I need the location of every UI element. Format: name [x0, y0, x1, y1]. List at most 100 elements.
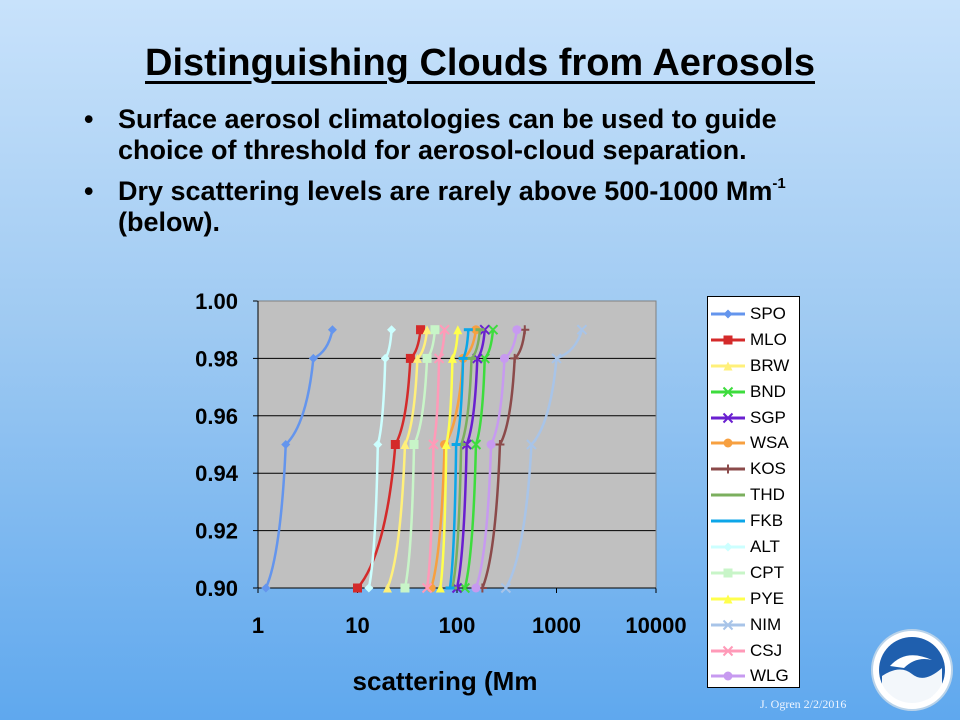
x-tick-label: 10: [345, 613, 369, 638]
slide-title: Distinguishing Clouds from Aerosols: [145, 42, 815, 84]
series-line: [451, 329, 482, 589]
bullet-marker: •: [84, 104, 94, 134]
legend-marker: [722, 619, 734, 630]
legend-swatch: [711, 464, 745, 474]
series-spo: [261, 325, 337, 593]
legend-label: BND: [750, 381, 786, 401]
data-point: [499, 353, 509, 363]
series-sgp: [451, 324, 490, 594]
x-axis-label: scattering (Mm: [353, 666, 538, 696]
data-point: [500, 582, 512, 594]
data-point: [526, 439, 537, 450]
legend-item-brw: BRW: [708, 353, 799, 379]
series-line: [481, 329, 527, 589]
legend-marker: [723, 568, 733, 578]
series-line: [356, 329, 422, 589]
legend-marker: [723, 361, 733, 371]
series-nim: [500, 324, 588, 594]
data-point: [422, 325, 432, 335]
bullet-item-1: • Surface aerosol climatologies can be u…: [80, 104, 860, 166]
series-line: [264, 329, 334, 589]
legend-marker: [723, 438, 733, 448]
data-point: [412, 353, 422, 363]
legend-item-alt: ALT: [708, 534, 799, 560]
legend-label: WSA: [750, 433, 789, 453]
series-csj: [421, 324, 450, 594]
series-line: [474, 329, 519, 589]
legend-swatch: [711, 619, 745, 630]
series-cpt: [400, 325, 440, 593]
data-point: [510, 353, 520, 363]
legend-item-nim: NIM: [708, 612, 799, 638]
data-point: [400, 583, 410, 593]
legend-label: CSJ: [750, 640, 783, 660]
legend-item-csj: CSJ: [708, 638, 799, 664]
data-point: [380, 353, 390, 363]
bullet-superscript: -1: [772, 175, 786, 192]
bullet-text-tail: (below).: [118, 207, 220, 237]
series-line: [439, 329, 460, 589]
data-point: [447, 353, 457, 363]
series-line: [386, 329, 429, 589]
legend-swatch: [711, 309, 745, 319]
x-tick-label: 10000: [625, 613, 686, 638]
legend-label: ALT: [750, 536, 780, 556]
x-tick-label: 1: [252, 613, 264, 638]
series-line: [429, 329, 478, 589]
data-point: [430, 325, 440, 335]
bullet-item-2: • Dry scattering levels are rarely above…: [80, 176, 860, 238]
data-point: [486, 440, 496, 449]
bullet-list: • Surface aerosol climatologies can be u…: [80, 104, 860, 248]
data-point: [453, 325, 463, 335]
y-tick-label: 0.90: [195, 576, 238, 601]
legend-item-pye: PYE: [708, 586, 799, 612]
legend-swatch: [711, 335, 745, 345]
data-point: [353, 583, 362, 593]
series-bnd: [459, 324, 499, 594]
data-point: [400, 440, 410, 449]
data-point: [551, 353, 562, 364]
series-kos: [477, 325, 530, 593]
legend-swatch: [711, 594, 745, 604]
legend-marker: [722, 645, 734, 656]
legend-label: NIM: [750, 614, 782, 634]
data-point: [364, 583, 374, 593]
legend-marker: [722, 386, 734, 397]
legend-swatch: [711, 361, 745, 371]
legend-swatch: [711, 568, 745, 578]
legend-item-wlg: WLG: [708, 663, 799, 689]
data-point: [520, 325, 530, 335]
data-point: [479, 324, 490, 335]
legend-label: KOS: [750, 459, 786, 479]
legend-label: WLG: [750, 666, 789, 686]
legend-item-cpt: CPT: [708, 560, 799, 586]
series-line: [463, 329, 495, 589]
legend-item-thd: THD: [708, 482, 799, 508]
legend-label: MLO: [750, 329, 787, 349]
bullet-text: Surface aerosol climatologies can be use…: [118, 104, 777, 165]
legend-label: CPT: [750, 562, 784, 582]
y-tick-label: 0.98: [195, 346, 238, 371]
legend-swatch: [711, 645, 745, 656]
legend-marker: [723, 335, 733, 345]
data-point: [422, 353, 432, 363]
data-point: [261, 583, 271, 593]
legend-swatch: [711, 386, 745, 397]
data-point: [512, 325, 522, 335]
y-tick-label: 0.94: [195, 461, 239, 486]
legend-item-mlo: MLO: [708, 327, 799, 353]
legend-item-bnd: BND: [708, 379, 799, 405]
y-tick-label: 0.92: [195, 519, 238, 544]
data-point: [479, 353, 490, 364]
data-point: [459, 582, 471, 594]
data-point: [387, 325, 397, 335]
data-point: [390, 440, 400, 449]
legend-swatch: [711, 519, 745, 523]
data-point: [471, 583, 481, 593]
series-mlo: [353, 325, 426, 593]
legend-item-sgp: SGP: [708, 405, 799, 431]
author-credit: J. Ogren 2/2/2016: [760, 697, 847, 711]
series-line: [504, 329, 584, 589]
data-point: [576, 324, 588, 335]
